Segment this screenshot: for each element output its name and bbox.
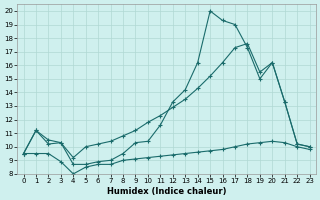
X-axis label: Humidex (Indice chaleur): Humidex (Indice chaleur) — [107, 187, 226, 196]
